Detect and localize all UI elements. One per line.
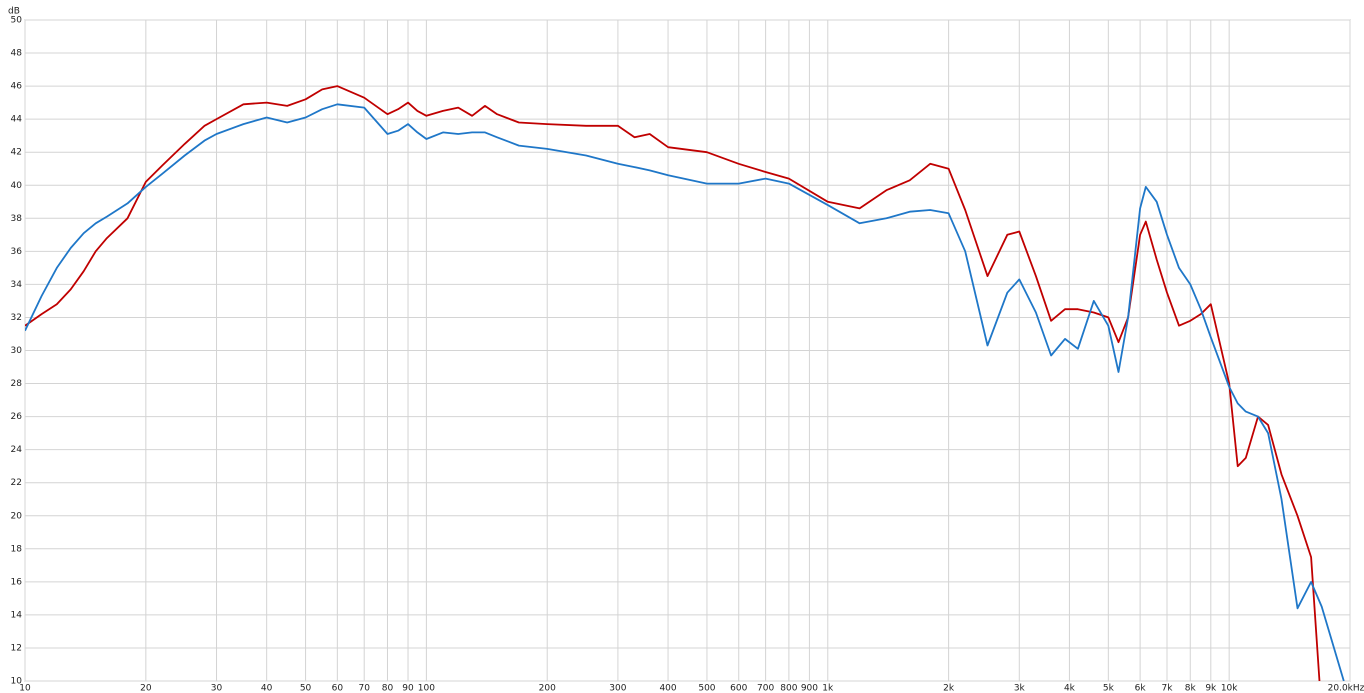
x-tick-label: 40 <box>261 684 273 693</box>
x-tick-label: 500 <box>698 684 715 693</box>
x-tick-label: 600 <box>730 684 747 693</box>
x-tick-label: 700 <box>757 684 774 693</box>
x-tick-label: 4k <box>1064 684 1076 693</box>
y-tick-label: 38 <box>11 214 23 224</box>
series-line <box>25 85 1321 681</box>
y-tick-label: 40 <box>11 181 23 191</box>
y-tick-label: 36 <box>11 247 23 257</box>
x-tick-label: 300 <box>609 684 626 693</box>
x-tick-label: 7k <box>1162 684 1174 693</box>
series-line <box>25 103 1345 681</box>
y-tick-label: 22 <box>11 478 22 488</box>
y-tick-label: 20 <box>11 511 23 521</box>
y-tick-label: 18 <box>11 544 23 554</box>
y-tick-label: 30 <box>11 346 23 356</box>
y-tick-label: 26 <box>11 412 23 422</box>
x-tick-label: 60 <box>332 684 344 693</box>
x-tick-label: 20.0kHz <box>1328 684 1364 693</box>
y-tick-label: 28 <box>11 379 23 389</box>
x-tick-label: 5k <box>1103 684 1115 693</box>
x-tick-label: 2k <box>943 684 955 693</box>
x-tick-label: 1k <box>822 684 834 693</box>
x-tick-label: 3k <box>1014 684 1026 693</box>
y-tick-label: 16 <box>11 577 23 587</box>
y-tick-label: 32 <box>11 313 22 323</box>
y-tick-label: 44 <box>11 115 23 125</box>
x-tick-label: 20 <box>140 684 152 693</box>
y-tick-label: 12 <box>11 643 22 653</box>
x-tick-label: 9k <box>1205 684 1217 693</box>
x-tick-label: 900 <box>801 684 818 693</box>
x-tick-label: 10k <box>1221 684 1238 693</box>
x-tick-label: 8k <box>1185 684 1197 693</box>
y-tick-label: 34 <box>11 280 23 290</box>
x-tick-label: 800 <box>780 684 797 693</box>
y-tick-label: 10 <box>11 677 23 687</box>
y-tick-label: 24 <box>11 445 23 455</box>
x-tick-label: 200 <box>539 684 556 693</box>
x-tick-label: 90 <box>402 684 414 693</box>
x-tick-label: 100 <box>418 684 435 693</box>
y-tick-label: 46 <box>11 82 23 92</box>
x-tick-label: 10 <box>19 684 31 693</box>
y-tick-label: 14 <box>11 610 23 620</box>
x-tick-label: 6k <box>1135 684 1147 693</box>
x-tick-label: 400 <box>659 684 676 693</box>
y-tick-label: 50 <box>11 16 23 26</box>
x-tick-label: 50 <box>300 684 312 693</box>
y-tick-label: 48 <box>11 49 23 59</box>
x-tick-label: 70 <box>358 684 370 693</box>
y-axis-label: dB <box>8 7 20 17</box>
x-tick-label: 80 <box>382 684 394 693</box>
x-tick-label: 30 <box>211 684 223 693</box>
y-tick-label: 42 <box>11 148 22 158</box>
lines <box>25 85 1345 681</box>
